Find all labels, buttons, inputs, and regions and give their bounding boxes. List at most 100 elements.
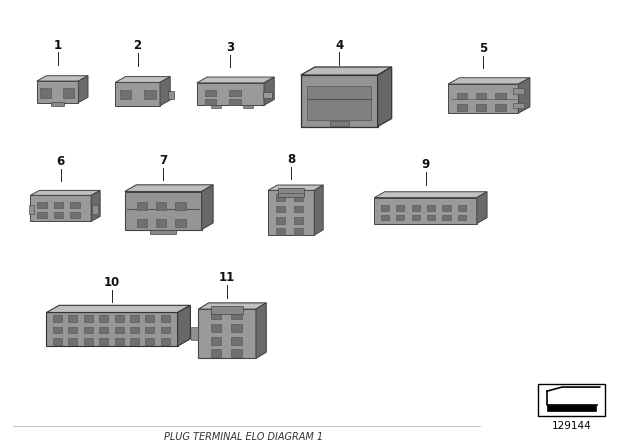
Bar: [70, 212, 80, 218]
Text: 8: 8: [287, 153, 295, 166]
Text: 6: 6: [57, 155, 65, 168]
Bar: [54, 212, 63, 218]
Bar: [495, 93, 506, 99]
Bar: [448, 84, 518, 113]
Bar: [294, 206, 303, 212]
Text: 2: 2: [134, 39, 141, 52]
Bar: [442, 205, 451, 211]
Bar: [130, 315, 139, 322]
Polygon shape: [256, 303, 266, 358]
Polygon shape: [202, 185, 213, 229]
Bar: [99, 315, 108, 322]
Bar: [63, 88, 74, 98]
Bar: [68, 315, 77, 322]
Bar: [137, 202, 147, 210]
Bar: [294, 194, 303, 201]
Text: 1: 1: [54, 39, 61, 52]
Polygon shape: [268, 185, 323, 190]
Polygon shape: [314, 185, 323, 235]
Bar: [412, 205, 420, 211]
Bar: [211, 312, 221, 319]
Polygon shape: [264, 77, 275, 105]
Polygon shape: [378, 67, 392, 127]
Bar: [513, 103, 524, 108]
Bar: [294, 228, 303, 235]
Bar: [150, 229, 176, 234]
Bar: [54, 202, 63, 208]
Polygon shape: [36, 76, 88, 81]
Bar: [412, 215, 420, 220]
Bar: [476, 93, 486, 99]
Polygon shape: [518, 78, 530, 113]
Bar: [68, 338, 77, 345]
Bar: [175, 219, 186, 227]
Bar: [145, 327, 154, 333]
Text: 129144: 129144: [551, 421, 591, 431]
Polygon shape: [115, 77, 170, 82]
Bar: [211, 349, 221, 357]
Bar: [145, 338, 154, 345]
Bar: [53, 315, 62, 322]
Bar: [29, 205, 34, 214]
Text: PLUG TERMINAL ELO DIAGRAM 1: PLUG TERMINAL ELO DIAGRAM 1: [164, 432, 323, 442]
Polygon shape: [301, 67, 392, 75]
Bar: [307, 86, 371, 120]
Bar: [99, 327, 108, 333]
Bar: [161, 327, 170, 333]
Text: 5: 5: [479, 42, 487, 55]
Bar: [457, 93, 467, 99]
Bar: [125, 192, 202, 229]
Bar: [37, 212, 47, 218]
Bar: [161, 338, 170, 345]
Bar: [120, 90, 131, 99]
Bar: [84, 327, 93, 333]
Bar: [231, 312, 242, 319]
Polygon shape: [448, 78, 530, 84]
Bar: [276, 194, 285, 201]
Polygon shape: [92, 190, 100, 221]
Bar: [31, 195, 92, 221]
Bar: [99, 338, 108, 345]
Bar: [46, 313, 178, 346]
Bar: [205, 90, 216, 96]
Bar: [231, 337, 242, 345]
Bar: [145, 315, 154, 322]
Bar: [115, 315, 124, 322]
Bar: [301, 75, 378, 127]
Bar: [427, 215, 435, 220]
Bar: [211, 105, 221, 108]
Bar: [229, 90, 241, 96]
Bar: [276, 206, 285, 212]
Text: 9: 9: [422, 158, 429, 171]
Bar: [130, 338, 139, 345]
Bar: [396, 205, 404, 211]
Bar: [84, 338, 93, 345]
Bar: [427, 205, 435, 211]
Bar: [205, 99, 216, 105]
Text: 10: 10: [104, 276, 120, 289]
Text: 7: 7: [159, 154, 167, 167]
Bar: [495, 104, 506, 111]
Bar: [458, 215, 466, 220]
Bar: [53, 327, 62, 333]
Bar: [70, 202, 80, 208]
Bar: [93, 205, 98, 214]
Bar: [115, 82, 160, 106]
Bar: [547, 405, 596, 411]
Bar: [278, 188, 304, 197]
Polygon shape: [79, 76, 88, 103]
Bar: [262, 92, 271, 98]
Bar: [211, 337, 221, 345]
Bar: [457, 104, 467, 111]
Bar: [115, 338, 124, 345]
Polygon shape: [177, 306, 191, 346]
Bar: [442, 215, 451, 220]
Bar: [51, 102, 64, 106]
Bar: [268, 190, 314, 235]
Bar: [40, 88, 51, 98]
Bar: [476, 104, 486, 111]
Polygon shape: [477, 192, 487, 224]
Bar: [191, 327, 198, 340]
Bar: [211, 324, 221, 332]
Bar: [330, 121, 349, 125]
